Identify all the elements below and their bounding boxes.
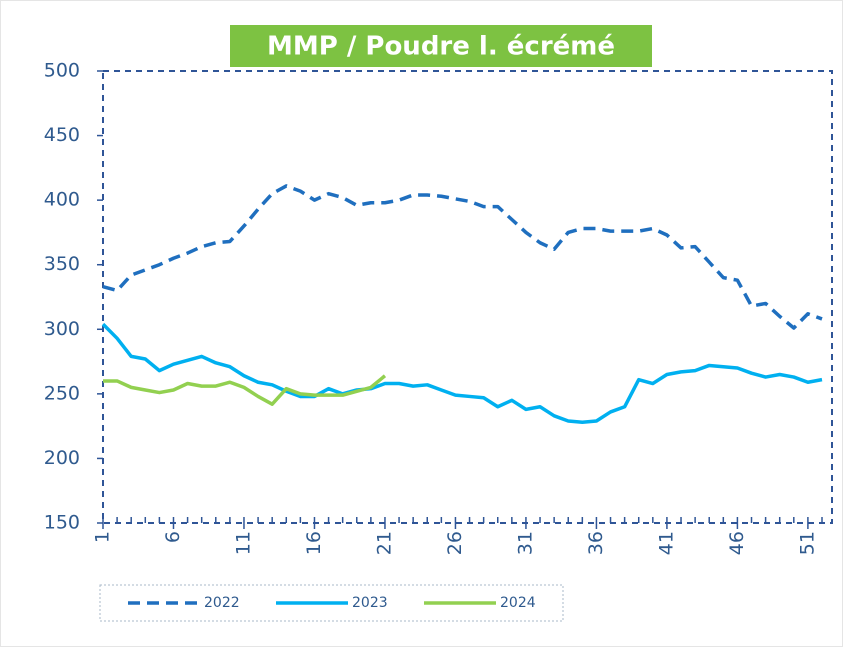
x-tick-label: 11 <box>232 531 254 555</box>
x-tick-label: 46 <box>726 531 748 555</box>
series-line <box>103 374 387 406</box>
y-tick-label: 150 <box>44 512 80 534</box>
x-tick-label: 51 <box>796 531 818 555</box>
legend-label: 2023 <box>352 595 388 611</box>
series-line <box>101 322 823 425</box>
x-tick-label: 31 <box>514 531 536 555</box>
x-tick-label: 6 <box>162 531 184 543</box>
x-tick-label: 36 <box>585 531 607 555</box>
x-tick-label: 21 <box>373 531 395 555</box>
x-tick-label: 1 <box>92 531 114 543</box>
x-tick-label: 26 <box>444 531 466 555</box>
y-tick-label: 400 <box>44 189 80 211</box>
y-tick-label: 350 <box>44 253 80 275</box>
plot-border <box>102 70 833 524</box>
title-background <box>230 25 652 67</box>
series-line <box>102 184 823 330</box>
legend-box <box>99 584 564 622</box>
x-tick-label: 41 <box>655 531 677 555</box>
y-tick-label: 300 <box>44 318 80 340</box>
legend-label: 2024 <box>500 595 536 611</box>
x-tick-label: 16 <box>303 531 325 555</box>
legend-label: 2022 <box>204 595 240 611</box>
y-tick-label: 200 <box>44 447 80 469</box>
y-tick-label: 450 <box>44 124 80 146</box>
y-tick-label: 250 <box>44 382 80 404</box>
chart-title: MMP / Poudre l. écrémé <box>267 32 615 62</box>
y-tick-label: 500 <box>44 60 80 82</box>
